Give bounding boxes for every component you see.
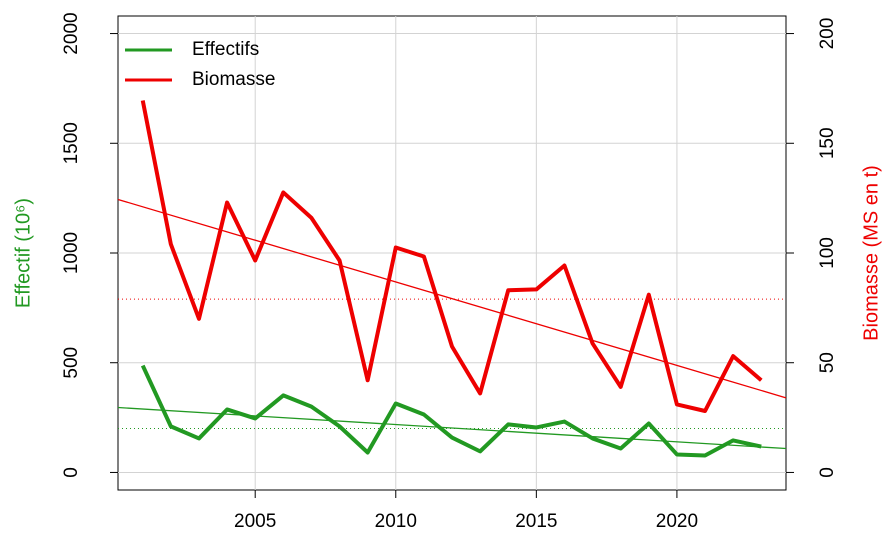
y2-tick-label: 200 xyxy=(817,18,838,50)
x-tick-label: 2010 xyxy=(375,511,417,532)
x-tick-label: 2005 xyxy=(234,511,276,532)
y-tick-label: 500 xyxy=(61,347,82,379)
series-line xyxy=(140,100,763,413)
y2-axis-label: Biomasse (MS en t) xyxy=(860,165,882,341)
y-tick-label: 1000 xyxy=(61,232,82,274)
series-line xyxy=(140,364,762,458)
y2-tick-label: 0 xyxy=(817,467,838,478)
y2-tick-label: 50 xyxy=(817,352,838,373)
y2-tick-label: 100 xyxy=(817,237,838,269)
trend-line xyxy=(117,406,787,450)
trend-line xyxy=(117,198,787,399)
y-tick-label: 0 xyxy=(61,467,82,478)
x-tick-label: 2015 xyxy=(515,511,557,532)
y-axis-label: Effectif (10⁶) xyxy=(12,198,34,308)
y-tick-label: 2000 xyxy=(61,12,82,54)
legend-label: Effectifs xyxy=(192,39,259,60)
x-tick-label: 2020 xyxy=(656,511,698,532)
y-tick-label: 1500 xyxy=(61,122,82,164)
legend-label: Biomasse xyxy=(192,69,275,90)
y2-tick-label: 150 xyxy=(817,127,838,159)
